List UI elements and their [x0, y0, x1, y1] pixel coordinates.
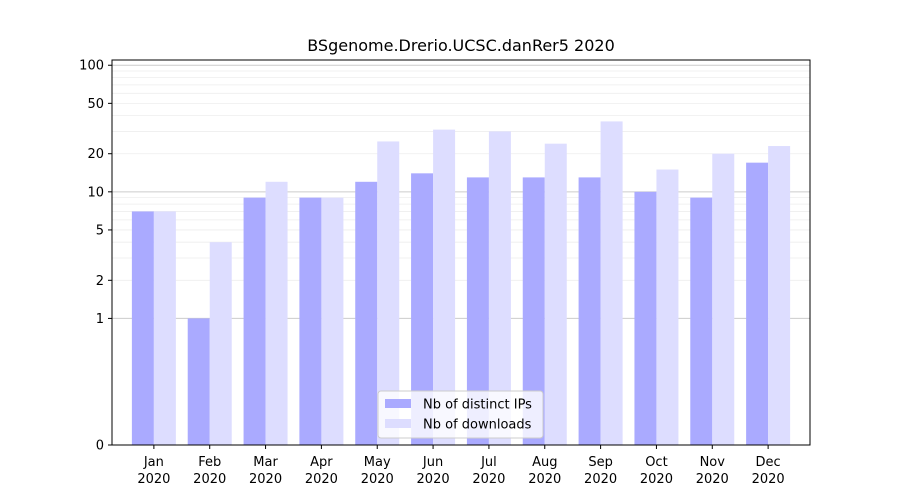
legend-label: Nb of downloads [423, 418, 532, 433]
grid-lines [112, 64, 810, 319]
x-tick-label-year: 2020 [584, 472, 617, 487]
bar-downloads-feb [209, 242, 232, 445]
bar-distinct-ips-jul [466, 177, 489, 446]
bar-downloads-oct [656, 169, 679, 445]
x-tick-label-year: 2020 [696, 472, 729, 487]
x-tick-label-month: Aug [532, 455, 557, 470]
x-tick-label-year: 2020 [249, 472, 282, 487]
plot-frame [111, 59, 811, 446]
y-tick-label: 1 [96, 312, 104, 327]
bar-distinct-ips-sep [578, 177, 601, 446]
x-tick-label-month: May [364, 455, 391, 470]
legend: Nb of distinct IPs Nb of downloads [377, 390, 544, 439]
bar-distinct-ips-mar [243, 197, 266, 445]
bar-distinct-ips-dec [746, 162, 769, 445]
bar-distinct-ips-nov [690, 197, 713, 445]
x-tick-label-year: 2020 [752, 472, 785, 487]
bar-distinct-ips-feb [187, 318, 210, 445]
legend-label: Nb of distinct IPs [423, 398, 532, 413]
y-axis: 0 1 2 5 10 20 50 100 [79, 59, 112, 454]
y-tick-label: 50 [87, 97, 104, 112]
chart-title: BSgenome.Drerio.UCSC.danRer5 2020 [307, 36, 615, 55]
x-tick-label-year: 2020 [528, 472, 561, 487]
x-tick-label-month: Jan [143, 455, 164, 470]
bar-distinct-ips-jun [411, 173, 434, 445]
x-tick-label-year: 2020 [472, 472, 505, 487]
x-tick-label-month: Feb [198, 455, 221, 470]
x-tick-label-year: 2020 [417, 472, 450, 487]
bar-downloads-nov [712, 153, 735, 446]
legend-box [377, 390, 544, 439]
legend-swatch [385, 399, 411, 408]
bar-distinct-ips-jan [131, 211, 154, 445]
bar-downloads-dec [768, 146, 791, 445]
y-tick-label: 0 [96, 439, 104, 454]
y-tick-label: 100 [79, 59, 104, 74]
x-tick-label-year: 2020 [361, 472, 394, 487]
bar-downloads-mar [265, 181, 288, 445]
x-tick-label-year: 2020 [640, 472, 673, 487]
x-tick-label-month: Jun [422, 455, 443, 470]
x-tick-label-month: Mar [253, 455, 278, 470]
bar-distinct-ips-may [355, 181, 378, 445]
x-tick-label-year: 2020 [193, 472, 226, 487]
x-tick-label-month: Jul [480, 455, 497, 470]
y-tick-label: 20 [87, 147, 104, 162]
x-tick-label-year: 2020 [305, 472, 338, 487]
legend-swatch [385, 419, 411, 428]
x-tick-label-month: Dec [756, 455, 781, 470]
bar-downloads-sep [600, 121, 623, 445]
x-axis: Jan 2020 Feb 2020 Mar 2020 Apr 2020 May 2020 Jun 20… [137, 445, 785, 487]
y-tick-label: 10 [87, 185, 104, 200]
bar-distinct-ips-apr [299, 197, 322, 445]
bar-distinct-ips-aug [522, 177, 545, 446]
bar-downloads-apr [321, 197, 344, 445]
bar-downloads-jul [488, 131, 511, 445]
bar-downloads-jan [153, 211, 176, 445]
x-tick-label-year: 2020 [137, 472, 170, 487]
bar-downloads-may [377, 141, 400, 445]
x-tick-label-month: Nov [700, 455, 726, 470]
x-tick-label-month: Apr [310, 455, 333, 470]
y-tick-label: 5 [96, 223, 104, 238]
bar-downloads-jun [433, 129, 456, 445]
x-tick-label-month: Oct [645, 455, 667, 470]
x-tick-label-month: Sep [588, 455, 613, 470]
bar-distinct-ips-oct [634, 191, 657, 445]
bar-downloads-aug [544, 143, 567, 445]
y-tick-label: 2 [96, 274, 104, 289]
bars [131, 121, 791, 446]
